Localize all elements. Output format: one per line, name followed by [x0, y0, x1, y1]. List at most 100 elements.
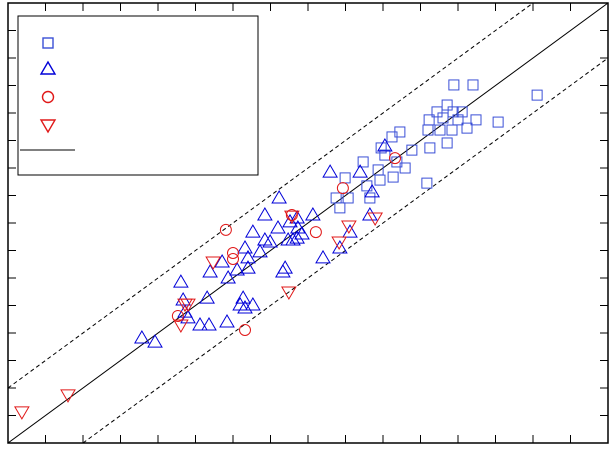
point	[461, 122, 473, 134]
point	[257, 232, 273, 246]
point	[422, 124, 434, 136]
point	[377, 138, 393, 152]
point	[372, 164, 384, 176]
point	[219, 314, 235, 328]
point	[470, 114, 482, 126]
point	[199, 290, 215, 304]
point	[441, 137, 453, 149]
point	[214, 254, 230, 268]
point	[60, 389, 76, 403]
point	[240, 260, 256, 274]
point	[336, 182, 349, 195]
point	[134, 329, 150, 344]
point	[14, 406, 30, 420]
point	[271, 189, 287, 204]
legend-marker	[41, 90, 55, 104]
point	[239, 323, 251, 336]
point	[147, 334, 163, 348]
legend-box	[17, 15, 259, 176]
point	[173, 319, 189, 334]
legend-marker	[39, 119, 57, 134]
point	[281, 286, 297, 301]
point	[219, 223, 232, 236]
point	[289, 230, 305, 244]
point	[315, 249, 331, 264]
point	[237, 299, 253, 314]
point	[423, 114, 435, 126]
point	[456, 106, 468, 118]
point	[399, 162, 411, 174]
point	[467, 79, 479, 91]
point	[375, 142, 387, 154]
point	[201, 317, 217, 331]
point	[270, 219, 286, 234]
point	[421, 177, 433, 189]
point	[262, 233, 278, 248]
point	[332, 240, 348, 254]
point	[252, 243, 268, 258]
point	[364, 192, 376, 204]
point	[339, 172, 351, 184]
point	[391, 156, 403, 168]
point	[245, 296, 261, 311]
legend	[17, 15, 259, 176]
point	[284, 210, 300, 225]
point	[309, 226, 322, 239]
point	[342, 224, 358, 238]
point	[364, 183, 380, 198]
point	[305, 207, 321, 221]
point	[362, 207, 378, 221]
point	[180, 309, 196, 324]
point	[447, 106, 459, 118]
point	[531, 89, 543, 101]
point	[257, 207, 273, 221]
point	[245, 224, 261, 238]
point	[280, 232, 296, 246]
point	[240, 249, 256, 264]
point	[227, 246, 239, 259]
ticks	[7, 2, 609, 444]
point	[386, 131, 398, 143]
point	[424, 142, 436, 154]
point	[220, 270, 236, 284]
point	[275, 263, 291, 278]
point	[374, 174, 386, 186]
point	[192, 317, 208, 331]
legend-marker	[39, 60, 57, 75]
point	[202, 263, 218, 278]
point	[387, 171, 399, 183]
point	[431, 106, 443, 118]
points	[14, 79, 543, 420]
point	[448, 79, 460, 91]
point	[285, 209, 298, 222]
point	[237, 240, 253, 254]
point	[173, 274, 189, 288]
point	[406, 144, 418, 156]
point	[334, 202, 346, 214]
point	[446, 124, 458, 136]
point	[434, 124, 446, 136]
point	[331, 236, 347, 250]
identity-line	[8, 3, 608, 443]
point	[277, 260, 293, 274]
point	[389, 152, 401, 165]
point	[437, 112, 449, 124]
point	[492, 116, 504, 128]
point	[322, 164, 338, 178]
point	[227, 253, 239, 266]
point	[232, 296, 248, 311]
point	[205, 256, 221, 271]
point	[441, 99, 453, 111]
point	[229, 262, 245, 276]
point	[180, 298, 196, 313]
point	[357, 156, 369, 168]
point	[352, 164, 368, 178]
upper-bound-line	[8, 3, 534, 389]
point	[379, 149, 391, 161]
point	[367, 212, 383, 227]
point	[171, 309, 184, 322]
point	[341, 220, 357, 235]
point	[342, 192, 354, 204]
